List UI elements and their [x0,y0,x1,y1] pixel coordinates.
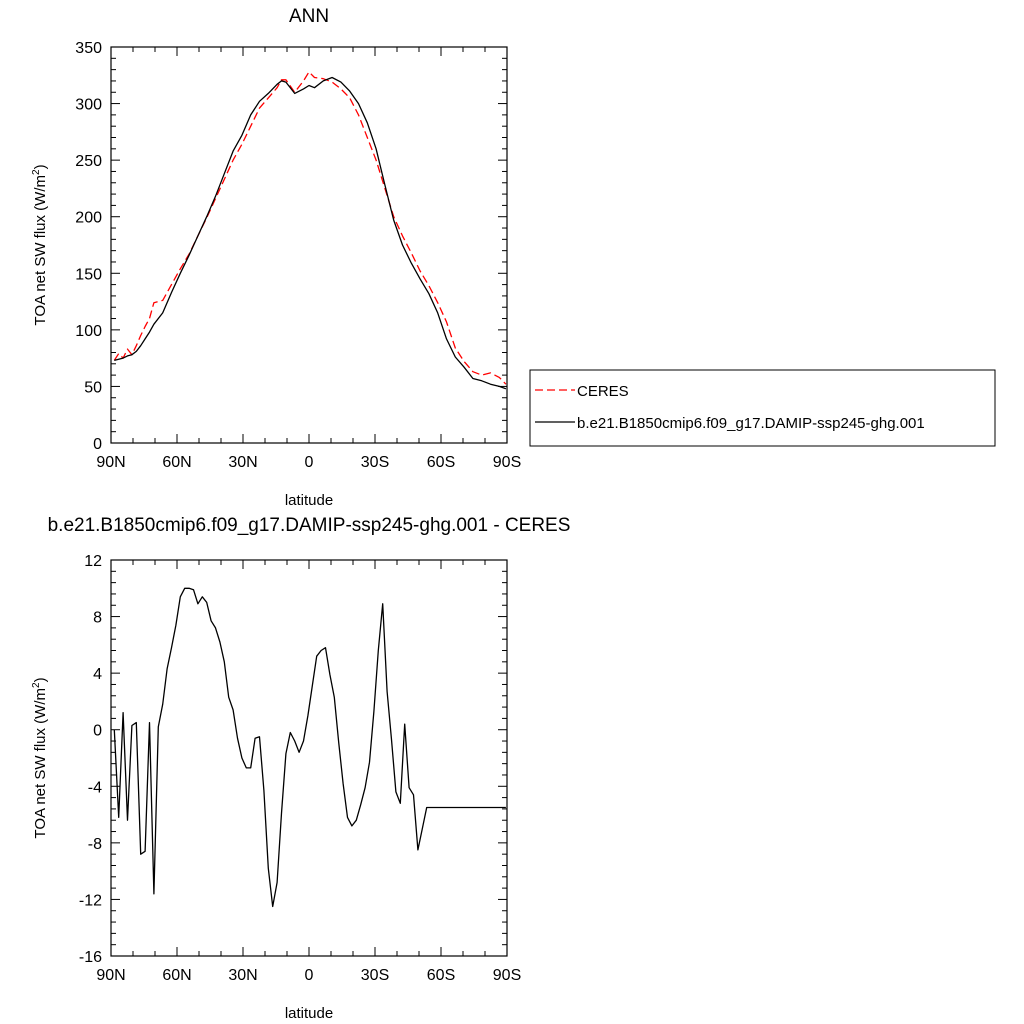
x-axis-label: latitude [285,492,333,509]
x-tick-label: 0 [305,967,314,984]
y-axis-label: TOA net SW flux (W/m2) [31,164,49,325]
y-axis-label-tail: ) [32,164,49,169]
x-tick-label: 90S [493,967,521,984]
y-tick-label: -8 [88,836,102,853]
series-line-difference [113,587,506,908]
legend-label-ceres: CERES [577,383,629,400]
series-lines [113,71,507,390]
x-tick-label: 0 [305,454,314,471]
difference-plot-title: b.e21.B1850cmip6.f09_g17.DAMIP-ssp245-gh… [48,515,571,536]
plot-frame [110,46,508,444]
series-line-ceres [113,71,507,385]
x-tick-label: 60N [162,454,191,471]
x-tick-label: 30S [361,454,389,471]
y-axis-label-main: TOA net SW flux (W/m [32,688,49,839]
difference-plot: b.e21.B1850cmip6.f09_g17.DAMIP-ssp245-gh… [31,515,570,1022]
y-tick-label: 0 [93,436,102,453]
y-tick-label: 250 [75,153,102,170]
y-axis-label-main: TOA net SW flux (W/m [32,175,49,326]
plot-frame [110,559,508,957]
y-tick-label: 150 [75,266,102,283]
y-axis-label: TOA net SW flux (W/m2) [31,677,49,838]
y-tick-label: 100 [75,323,102,340]
x-tick-label: 60S [427,967,455,984]
x-tick-label: 60N [162,967,191,984]
y-axis-label-sup: 2 [31,682,42,688]
y-tick-labels: 0 50 100 150 200 250 300 350 [75,40,102,453]
y-tick-label: 12 [84,553,102,570]
x-tick-labels: 90N 60N 30N 0 30S 60S 90S [96,454,521,471]
x-tick-label: 90N [96,454,125,471]
x-tick-label: 90S [493,454,521,471]
x-tick-label: 30S [361,967,389,984]
y-tick-label: 200 [75,210,102,227]
y-tick-label: 300 [75,97,102,114]
legend-label-model: b.e21.B1850cmip6.f09_g17.DAMIP-ssp245-gh… [577,415,925,432]
x-tick-label: 90N [96,967,125,984]
x-axis-label: latitude [285,1005,333,1022]
legend-box [529,369,996,447]
y-tick-labels: -16 -12 -8 -4 0 4 8 12 [79,553,102,966]
y-tick-label: 8 [93,610,102,627]
y-tick-label: -12 [79,892,102,909]
y-tick-label: -16 [79,949,102,966]
series-lines [113,587,506,908]
y-tick-label: 50 [84,379,102,396]
x-tick-label: 30N [228,454,257,471]
series-line-model [114,76,507,390]
y-tick-label: 350 [75,40,102,57]
y-axis-label-tail: ) [32,677,49,682]
y-tick-label: 0 [93,723,102,740]
y-tick-label: -4 [88,779,102,796]
annual-mean-plot: ANN 90N 60N 30N 0 30S 60S 90S 0 50 100 150 200 250 3… [31,6,521,509]
y-axis-label-sup: 2 [31,169,42,175]
legend: CERES b.e21.B1850cmip6.f09_g17.DAMIP-ssp… [529,369,996,447]
x-tick-label: 30N [228,967,257,984]
tick-marks [110,559,508,957]
x-tick-label: 60S [427,454,455,471]
plot-title: ANN [289,6,329,27]
x-tick-labels: 90N 60N 30N 0 30S 60S 90S [96,967,521,984]
y-tick-label: 4 [93,666,102,683]
tick-marks [110,46,508,444]
